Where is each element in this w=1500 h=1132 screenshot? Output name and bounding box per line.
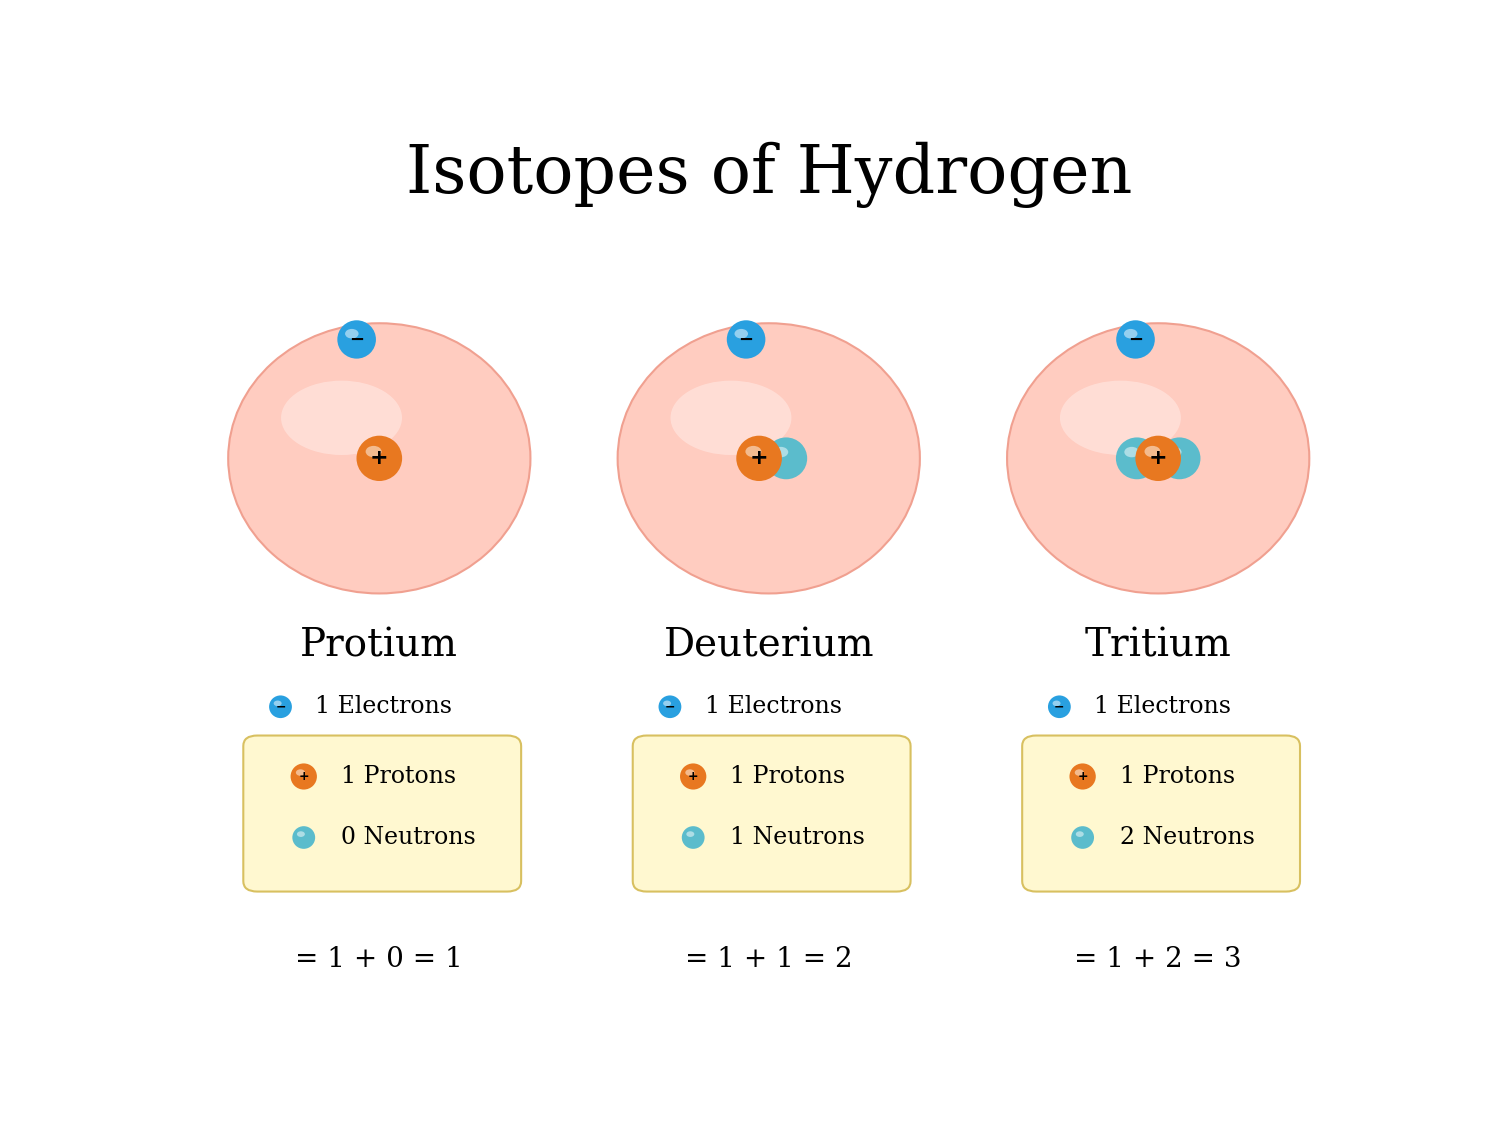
Text: 1 Electrons: 1 Electrons: [705, 695, 842, 719]
Ellipse shape: [728, 320, 765, 359]
FancyBboxPatch shape: [243, 736, 520, 892]
Text: 1 Electrons: 1 Electrons: [1094, 695, 1232, 719]
Text: −: −: [350, 331, 364, 349]
Ellipse shape: [746, 446, 762, 457]
Text: 1 Electrons: 1 Electrons: [315, 695, 453, 719]
Ellipse shape: [273, 701, 282, 706]
Ellipse shape: [357, 436, 402, 481]
Ellipse shape: [296, 770, 304, 775]
Ellipse shape: [1070, 763, 1096, 790]
Text: 1 Protons: 1 Protons: [340, 765, 456, 788]
Ellipse shape: [682, 826, 705, 849]
Ellipse shape: [1048, 695, 1071, 718]
Ellipse shape: [297, 831, 304, 837]
Ellipse shape: [680, 763, 706, 790]
Text: −: −: [664, 701, 675, 713]
Ellipse shape: [291, 763, 316, 790]
Text: 1 Protons: 1 Protons: [1120, 765, 1234, 788]
Ellipse shape: [1060, 380, 1180, 455]
Text: = 1 + 0 = 1: = 1 + 0 = 1: [296, 946, 464, 974]
Ellipse shape: [1158, 437, 1200, 479]
Ellipse shape: [618, 324, 920, 593]
Ellipse shape: [338, 320, 376, 359]
Text: +: +: [298, 770, 309, 783]
Ellipse shape: [366, 446, 381, 457]
Ellipse shape: [345, 329, 358, 338]
Ellipse shape: [658, 695, 681, 718]
Ellipse shape: [1076, 831, 1084, 837]
Text: −: −: [1054, 701, 1065, 713]
Ellipse shape: [1116, 320, 1155, 359]
Text: +: +: [688, 770, 699, 783]
Ellipse shape: [663, 701, 670, 706]
Ellipse shape: [765, 437, 807, 479]
Ellipse shape: [774, 447, 788, 457]
Ellipse shape: [736, 436, 782, 481]
Text: Deuterium: Deuterium: [663, 627, 874, 664]
Text: Isotopes of Hydrogen: Isotopes of Hydrogen: [405, 142, 1132, 208]
Ellipse shape: [1144, 446, 1161, 457]
Text: −: −: [1128, 331, 1143, 349]
Ellipse shape: [687, 831, 694, 837]
Text: 1 Protons: 1 Protons: [730, 765, 846, 788]
Ellipse shape: [1116, 437, 1158, 479]
Ellipse shape: [735, 329, 748, 338]
Ellipse shape: [1074, 770, 1084, 775]
Text: 0 Neutrons: 0 Neutrons: [340, 826, 476, 849]
Text: Tritium: Tritium: [1084, 627, 1232, 664]
Ellipse shape: [686, 770, 694, 775]
Ellipse shape: [670, 380, 792, 455]
Text: −: −: [276, 701, 285, 713]
FancyBboxPatch shape: [1022, 736, 1300, 892]
Text: +: +: [1077, 770, 1088, 783]
Ellipse shape: [1007, 324, 1310, 593]
Ellipse shape: [1167, 447, 1182, 457]
Ellipse shape: [1053, 701, 1060, 706]
Ellipse shape: [1136, 436, 1180, 481]
Text: −: −: [738, 331, 753, 349]
Text: +: +: [1149, 448, 1167, 469]
Text: 1 Neutrons: 1 Neutrons: [730, 826, 866, 849]
Text: = 1 + 2 = 3: = 1 + 2 = 3: [1074, 946, 1242, 974]
Text: +: +: [750, 448, 768, 469]
Ellipse shape: [1125, 447, 1138, 457]
Ellipse shape: [228, 324, 531, 593]
FancyBboxPatch shape: [633, 736, 910, 892]
Text: 2 Neutrons: 2 Neutrons: [1120, 826, 1254, 849]
Ellipse shape: [268, 695, 292, 718]
Ellipse shape: [1124, 329, 1137, 338]
Text: +: +: [370, 448, 388, 469]
Text: = 1 + 1 = 2: = 1 + 1 = 2: [686, 946, 852, 974]
Ellipse shape: [292, 826, 315, 849]
Ellipse shape: [280, 380, 402, 455]
Text: Protium: Protium: [300, 627, 459, 664]
Ellipse shape: [1071, 826, 1094, 849]
